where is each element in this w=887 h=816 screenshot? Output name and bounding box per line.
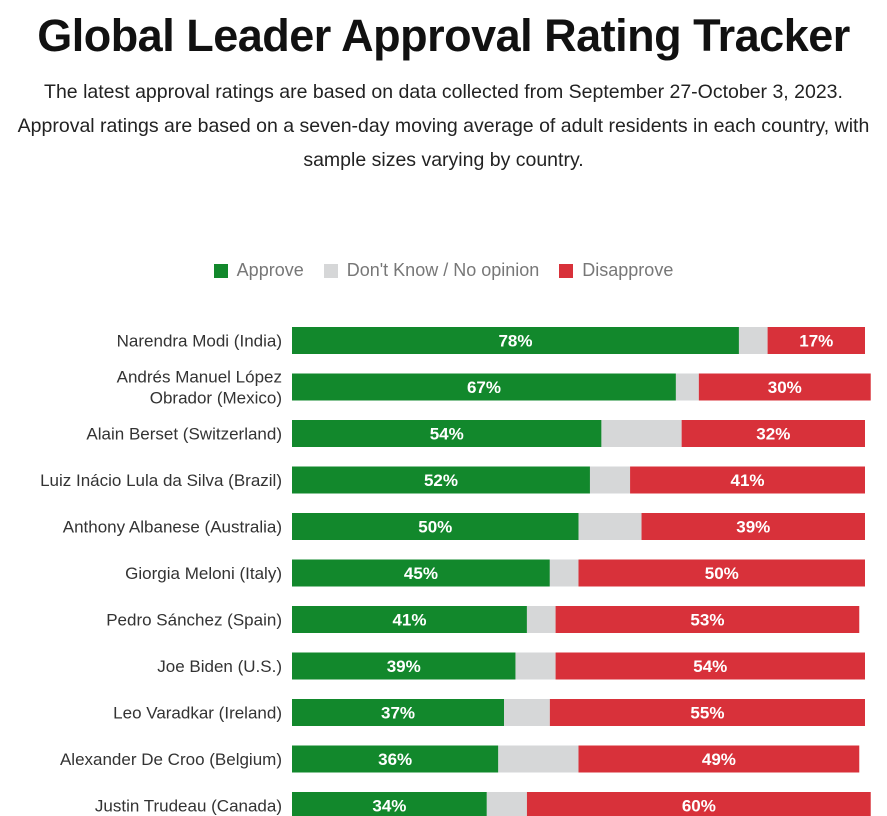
row-label: Leo Varadkar (Ireland) [113,704,282,723]
bar-row[interactable]: Giorgia Meloni (Italy) 45% 50% [125,559,866,587]
bar-segment-approve[interactable] [292,466,590,494]
bar-segment-disapprove[interactable] [698,373,871,401]
bar-value-label: 30% [768,378,802,397]
bar-value-label: 54% [693,657,727,676]
row-label: Pedro Sánchez (Spain) [106,611,282,630]
bar-segment-disapprove[interactable] [578,745,860,773]
bar-row[interactable]: Luiz Inácio Lula da Silva (Brazil) 52% 41% [40,466,865,494]
bar-value-label: 17% [799,332,833,351]
bar-segment-dont-know[interactable] [486,792,527,816]
legend: Approve Don't Know / No opinion Disappro… [0,260,887,281]
bar-segment-disapprove[interactable] [555,606,860,633]
legend-label-dont-know: Don't Know / No opinion [346,260,540,280]
row-label: Alexander De Croo (Belgium) [60,750,282,769]
row-label: Andrés Manuel López Obrador (Mexico) [117,368,282,408]
bar-segment-disapprove[interactable] [578,559,866,587]
bar-segment-approve[interactable] [292,745,499,773]
bar-value-label: 39% [736,518,770,537]
bar-row[interactable]: Narendra Modi (India) 78% 17% [117,327,865,354]
legend-swatch-approve [213,263,228,278]
bar-segment-approve[interactable] [292,606,527,633]
bar-segment-disapprove[interactable] [555,652,865,680]
bar-segment-disapprove[interactable] [526,792,871,816]
legend-item-dont-know[interactable]: Don't Know / No opinion [323,260,540,281]
bar-segment-disapprove[interactable] [630,466,865,494]
bar-value-label: 45% [404,564,438,583]
bar-value-label: 50% [418,518,452,537]
bar-value-label: 41% [731,471,765,490]
bar-segment-dont-know[interactable] [738,327,768,354]
bar-segment-approve[interactable] [292,559,550,587]
bar-segment-dont-know[interactable] [498,745,579,773]
bar-value-label: 53% [690,611,724,630]
bar-value-label: 54% [430,425,464,444]
row-label: Anthony Albanese (Australia) [63,518,282,537]
bar-value-label: 32% [756,425,790,444]
row-label: Justin Trudeau (Canada) [95,797,282,816]
bar-segment-disapprove[interactable] [681,420,865,447]
bar-row[interactable]: Justin Trudeau (Canada) 34% 60% [95,792,871,816]
legend-item-approve[interactable]: Approve [213,260,304,281]
bar-segment-approve[interactable] [292,652,516,680]
bar-segment-approve[interactable] [292,420,602,447]
legend-label-disapprove: Disapprove [582,260,674,280]
row-label: Alain Berset (Switzerland) [86,425,282,444]
bar-segment-dont-know[interactable] [675,373,699,401]
bar-segment-disapprove[interactable] [767,327,865,354]
bar-row[interactable]: Anthony Albanese (Australia) 50% 39% [63,513,865,540]
bar-row[interactable]: Pedro Sánchez (Spain) 41% 53% [106,606,860,633]
bar-segment-approve[interactable] [292,327,739,354]
bar-segment-approve[interactable] [292,792,487,816]
bar-segment-approve[interactable] [292,513,579,540]
bar-value-label: 78% [498,332,532,351]
row-label: Giorgia Meloni (Italy) [125,564,282,583]
bar-value-label: 49% [702,750,736,769]
legend-swatch-dont-know [323,263,338,278]
bar-segment-dont-know[interactable] [589,466,631,494]
bar-segment-dont-know[interactable] [549,559,579,587]
bar-row[interactable]: Joe Biden (U.S.) 39% 54% [157,652,865,680]
bar-value-label: 67% [467,378,501,397]
bar-value-label: 39% [387,657,421,676]
chart-subtitle: The latest approval ratings are based on… [17,81,870,171]
bar-segment-dont-know[interactable] [578,513,642,540]
bar-segment-disapprove[interactable] [641,513,865,540]
bar-value-label: 52% [424,471,458,490]
row-label: Joe Biden (U.S.) [157,657,282,676]
bar-row[interactable]: Leo Varadkar (Ireland) 37% 55% [113,699,865,726]
bar-segment-dont-know[interactable] [515,652,556,680]
legend-swatch-disapprove [559,263,574,278]
bar-value-label: 37% [381,704,415,723]
bar-segment-approve[interactable] [292,699,505,726]
chart-title: Global Leader Approval Rating Tracker [37,10,850,61]
legend-item-disapprove[interactable]: Disapprove [559,260,673,281]
bar-value-label: 60% [682,797,716,816]
bar-row[interactable]: Alain Berset (Switzerland) 54% 32% [86,420,865,447]
bar-value-label: 36% [378,750,412,769]
bar-value-label: 34% [372,797,406,816]
bar-value-label: 50% [705,564,739,583]
bar-segment-dont-know[interactable] [526,606,556,633]
row-label: Luiz Inácio Lula da Silva (Brazil) [40,471,282,490]
bar-segment-dont-know[interactable] [601,420,682,447]
legend-label-approve: Approve [236,260,304,280]
bar-value-label: 41% [392,611,426,630]
bar-segment-disapprove[interactable] [549,699,865,726]
bar-segment-dont-know[interactable] [504,699,550,726]
bar-row[interactable]: Alexander De Croo (Belgium) 36% 49% [60,745,860,773]
bar-value-label: 55% [690,704,724,723]
row-label: Narendra Modi (India) [117,332,282,351]
bar-row[interactable]: Andrés Manuel López Obrador (Mexico) 67% 30… [117,368,871,408]
bar-segment-approve[interactable] [292,373,676,401]
